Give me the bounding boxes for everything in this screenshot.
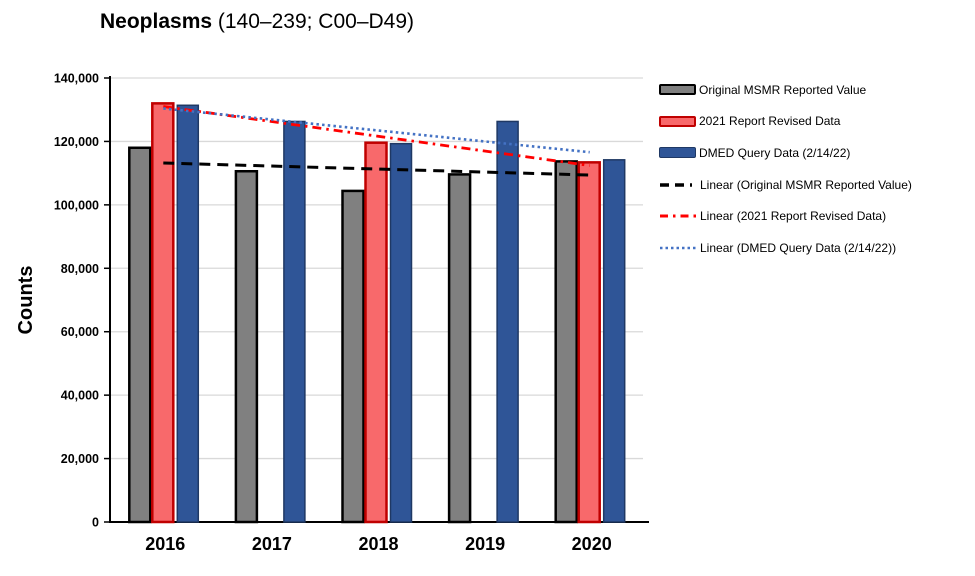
legend-item-4: Linear (Original MSMR Reported Value): [659, 169, 975, 201]
chart-title-main: Neoplasms: [100, 10, 213, 33]
y-axis-tick-label: 20,000: [61, 452, 99, 466]
legend-item-3: DMED Query Data (2/14/22): [659, 137, 975, 169]
bar-series2-2016: [151, 102, 175, 524]
x-axis-label-2016: 2016: [145, 534, 185, 554]
legend-label: DMED Query Data (2/14/22): [699, 145, 851, 160]
trendline-2: [163, 105, 590, 167]
legend-line-swatch: [660, 246, 696, 250]
x-axis-label-2017: 2017: [252, 534, 292, 554]
x-axis-label-2019: 2019: [465, 534, 505, 554]
chart-title: Neoplasms (140–239; C00–D49): [100, 10, 414, 34]
legend-label: Linear (2021 Report Revised Data): [700, 209, 887, 224]
bar-series2-2018: [364, 141, 388, 524]
legend-item-6: Linear (DMED Query Data (2/14/22)): [659, 232, 975, 264]
y-axis-tick-label: 140,000: [54, 72, 99, 86]
legend-item-5: Linear (2021 Report Revised Data): [659, 200, 975, 232]
bar-series3-2018: [389, 142, 413, 523]
bar-series1-2017: [234, 169, 259, 524]
legend-label: Linear (Original MSMR Reported Value): [700, 177, 912, 192]
bar-series1-2019: [447, 173, 472, 524]
y-axis-title: Counts: [15, 266, 37, 335]
legend-bar-swatch: [659, 115, 696, 127]
legend: Original MSMR Reported Value 2021 Report …: [659, 74, 975, 264]
bar-series3-2019: [496, 120, 519, 523]
bar-series2-2020: [577, 161, 601, 524]
legend-line-swatch: [660, 214, 696, 218]
legend-label: Linear (DMED Query Data (2/14/22)): [700, 240, 897, 255]
y-axis-tick-label: 0: [92, 516, 99, 530]
y-axis-tick-label: 40,000: [61, 389, 99, 403]
bar-series1-2018: [341, 189, 365, 524]
bar-series3-2017: [283, 120, 306, 523]
bar-series1-2016: [128, 146, 152, 524]
legend-line-swatch: [660, 182, 696, 187]
x-axis-label-2020: 2020: [572, 534, 612, 554]
bar-series3-2016: [176, 104, 200, 523]
legend-item-1: Original MSMR Reported Value: [659, 74, 975, 106]
legend-bar-swatch: [659, 147, 696, 159]
legend-bar-swatch: [659, 84, 696, 96]
y-axis-tick-label: 120,000: [54, 135, 99, 149]
chart-title-code-range: (140–239; C00–D49): [212, 10, 415, 33]
bar-series1-2020: [554, 160, 578, 524]
legend-label: Original MSMR Reported Value: [699, 82, 867, 97]
y-axis-tick-label: 80,000: [61, 262, 99, 276]
legend-label: 2021 Report Revised Data: [699, 114, 841, 129]
bar-series3-2020: [602, 159, 626, 523]
x-axis-label-2018: 2018: [358, 534, 398, 554]
y-axis-tick-label: 100,000: [54, 198, 99, 212]
y-axis-tick-label: 60,000: [61, 325, 99, 339]
legend-item-2: 2021 Report Revised Data: [659, 106, 975, 138]
